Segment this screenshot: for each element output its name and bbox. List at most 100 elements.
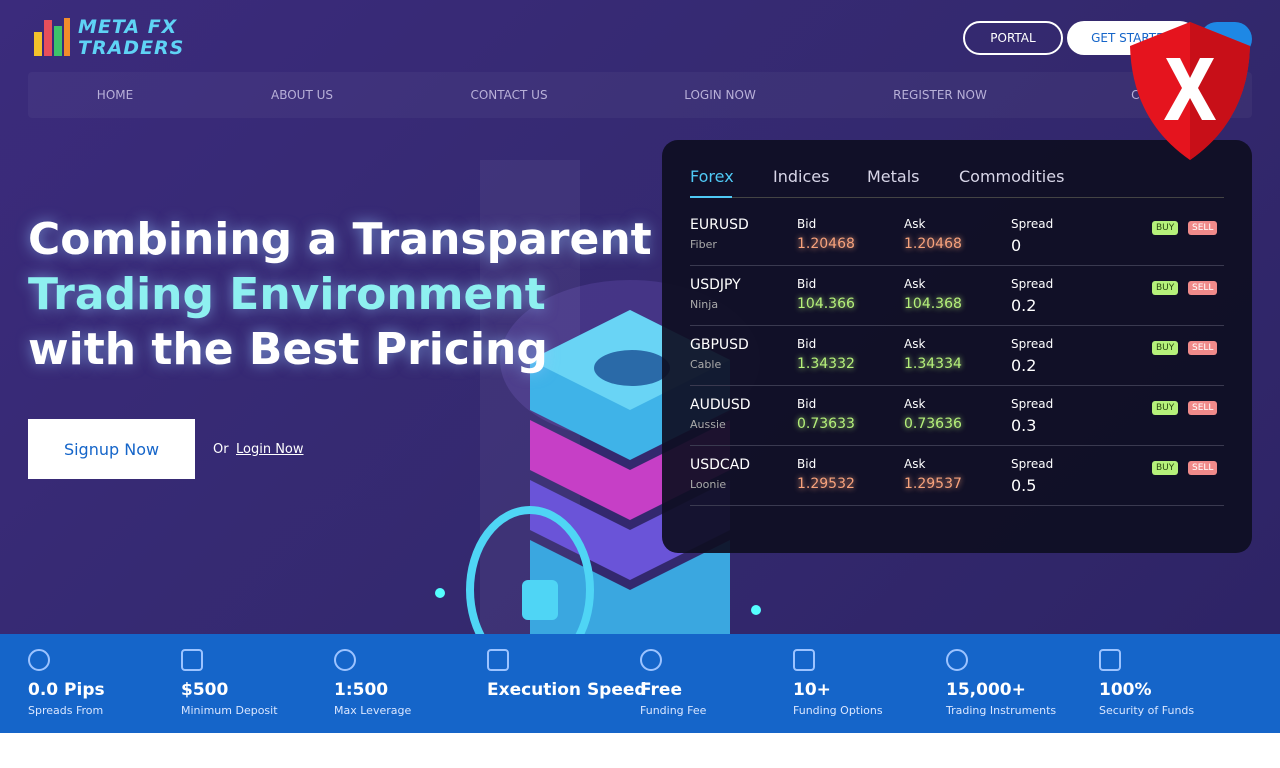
nav-link[interactable]: REGISTER NOW: [893, 88, 987, 102]
column-label: Spread: [1011, 337, 1054, 351]
row-divider: [690, 265, 1224, 266]
feature-icon: [946, 649, 968, 671]
pair-name: USDJPY: [690, 277, 741, 293]
pair-name: USDCAD: [690, 457, 751, 473]
spread-value: 0.3: [1011, 416, 1037, 435]
row-divider: [690, 445, 1224, 446]
feature-label: Security of Funds: [1099, 704, 1195, 717]
sell-button[interactable]: SELL: [1188, 401, 1218, 415]
pair-name: GBPUSD: [690, 337, 749, 353]
feature-icon: [181, 649, 203, 671]
bid-value: 104.366: [797, 296, 855, 312]
feature-value: 100%: [1099, 680, 1152, 700]
feature-label: Spreads From: [28, 704, 104, 717]
bid-value: 0.73633: [797, 416, 855, 432]
tab-divider: [690, 197, 1224, 198]
tab-underline: [690, 196, 732, 198]
nav-link[interactable]: CONTACT US: [470, 88, 548, 102]
column-label: Bid: [797, 337, 817, 351]
tab[interactable]: Commodities: [959, 167, 1065, 186]
feature-icon: [334, 649, 356, 671]
feature-value: $500: [181, 680, 229, 700]
column-label: Spread: [1011, 397, 1054, 411]
spread-value: 0: [1011, 236, 1022, 255]
column-label: Bid: [797, 457, 817, 471]
spread-value: 0.2: [1011, 356, 1037, 375]
buy-button[interactable]: BUY: [1152, 221, 1179, 235]
shield-x-icon: [1130, 22, 1250, 160]
column-label: Spread: [1011, 277, 1054, 291]
login-link[interactable]: Login Now: [236, 442, 304, 457]
bid-value: 1.20468: [797, 236, 855, 252]
tab[interactable]: Forex: [690, 167, 734, 186]
feature-icon: [793, 649, 815, 671]
column-label: Ask: [904, 397, 926, 411]
feature-label: Max Leverage: [334, 704, 412, 717]
spread-value: 0.5: [1011, 476, 1037, 495]
pair-name: AUDUSD: [690, 397, 751, 413]
feature-label: Funding Options: [793, 704, 883, 717]
signup-button[interactable]: Signup Now: [28, 419, 195, 479]
bid-value: 1.34332: [797, 356, 855, 372]
column-label: Bid: [797, 217, 817, 231]
logo-line: TRADERS: [78, 37, 185, 59]
feature-value: 15,000+: [946, 680, 1026, 700]
hero-title: with the Best Pricing: [28, 324, 548, 375]
sell-button[interactable]: SELL: [1188, 281, 1218, 295]
pair-name: EURUSD: [690, 217, 749, 233]
nav-link[interactable]: ABOUT US: [270, 88, 334, 102]
pair-nickname: Fiber: [690, 238, 717, 251]
row-divider: [690, 325, 1224, 326]
sell-button[interactable]: SELL: [1188, 461, 1218, 475]
ask-value: 0.73636: [904, 416, 962, 432]
nav-link[interactable]: LOGIN NOW: [684, 88, 756, 102]
sell-button[interactable]: SELL: [1188, 341, 1218, 355]
logo-line: META FX: [78, 16, 178, 38]
feature-icon: [28, 649, 50, 671]
column-label: Spread: [1011, 457, 1054, 471]
buy-button[interactable]: BUY: [1152, 341, 1179, 355]
portal-button[interactable]: PORTAL: [963, 21, 1063, 55]
buy-button[interactable]: BUY: [1152, 281, 1179, 295]
feature-label: Funding Fee: [640, 704, 707, 717]
ask-value: 1.20468: [904, 236, 962, 252]
tab[interactable]: Indices: [773, 167, 830, 186]
buy-button[interactable]: BUY: [1152, 461, 1179, 475]
row-divider: [690, 505, 1224, 506]
column-label: Spread: [1011, 217, 1054, 231]
nav-link[interactable]: HOME: [96, 88, 134, 102]
spread-value: 0.2: [1011, 296, 1037, 315]
sell-button[interactable]: SELL: [1188, 221, 1218, 235]
nav-bar: [28, 72, 1252, 118]
buy-button[interactable]: BUY: [1152, 401, 1179, 415]
column-label: Bid: [797, 397, 817, 411]
ask-value: 1.34334: [904, 356, 962, 372]
pair-nickname: Loonie: [690, 478, 727, 491]
feature-value: Execution Speed: [487, 680, 647, 700]
feature-value: Free: [640, 680, 682, 700]
feature-bar: [0, 634, 1280, 733]
hero-title: Trading Environment: [28, 269, 546, 320]
feature-label: Trading Instruments: [946, 704, 1057, 717]
or-text: Or: [213, 442, 229, 457]
feature-icon: [640, 649, 662, 671]
ask-value: 1.29537: [904, 476, 962, 492]
column-label: Ask: [904, 217, 926, 231]
column-label: Bid: [797, 277, 817, 291]
feature-value: 0.0 Pips: [28, 680, 105, 700]
logo-icon: [34, 18, 70, 56]
column-label: Ask: [904, 457, 926, 471]
ask-value: 104.368: [904, 296, 962, 312]
column-label: Ask: [904, 277, 926, 291]
bid-value: 1.29532: [797, 476, 855, 492]
hero-title: Combining a Transparent: [28, 214, 652, 265]
feature-value: 1:500: [334, 680, 389, 700]
column-label: Ask: [904, 337, 926, 351]
feature-value: 10+: [793, 680, 831, 700]
pair-nickname: Aussie: [690, 418, 726, 431]
row-divider: [690, 385, 1224, 386]
feature-icon: [1099, 649, 1121, 671]
tab[interactable]: Metals: [867, 167, 920, 186]
feature-label: Minimum Deposit: [181, 704, 278, 717]
